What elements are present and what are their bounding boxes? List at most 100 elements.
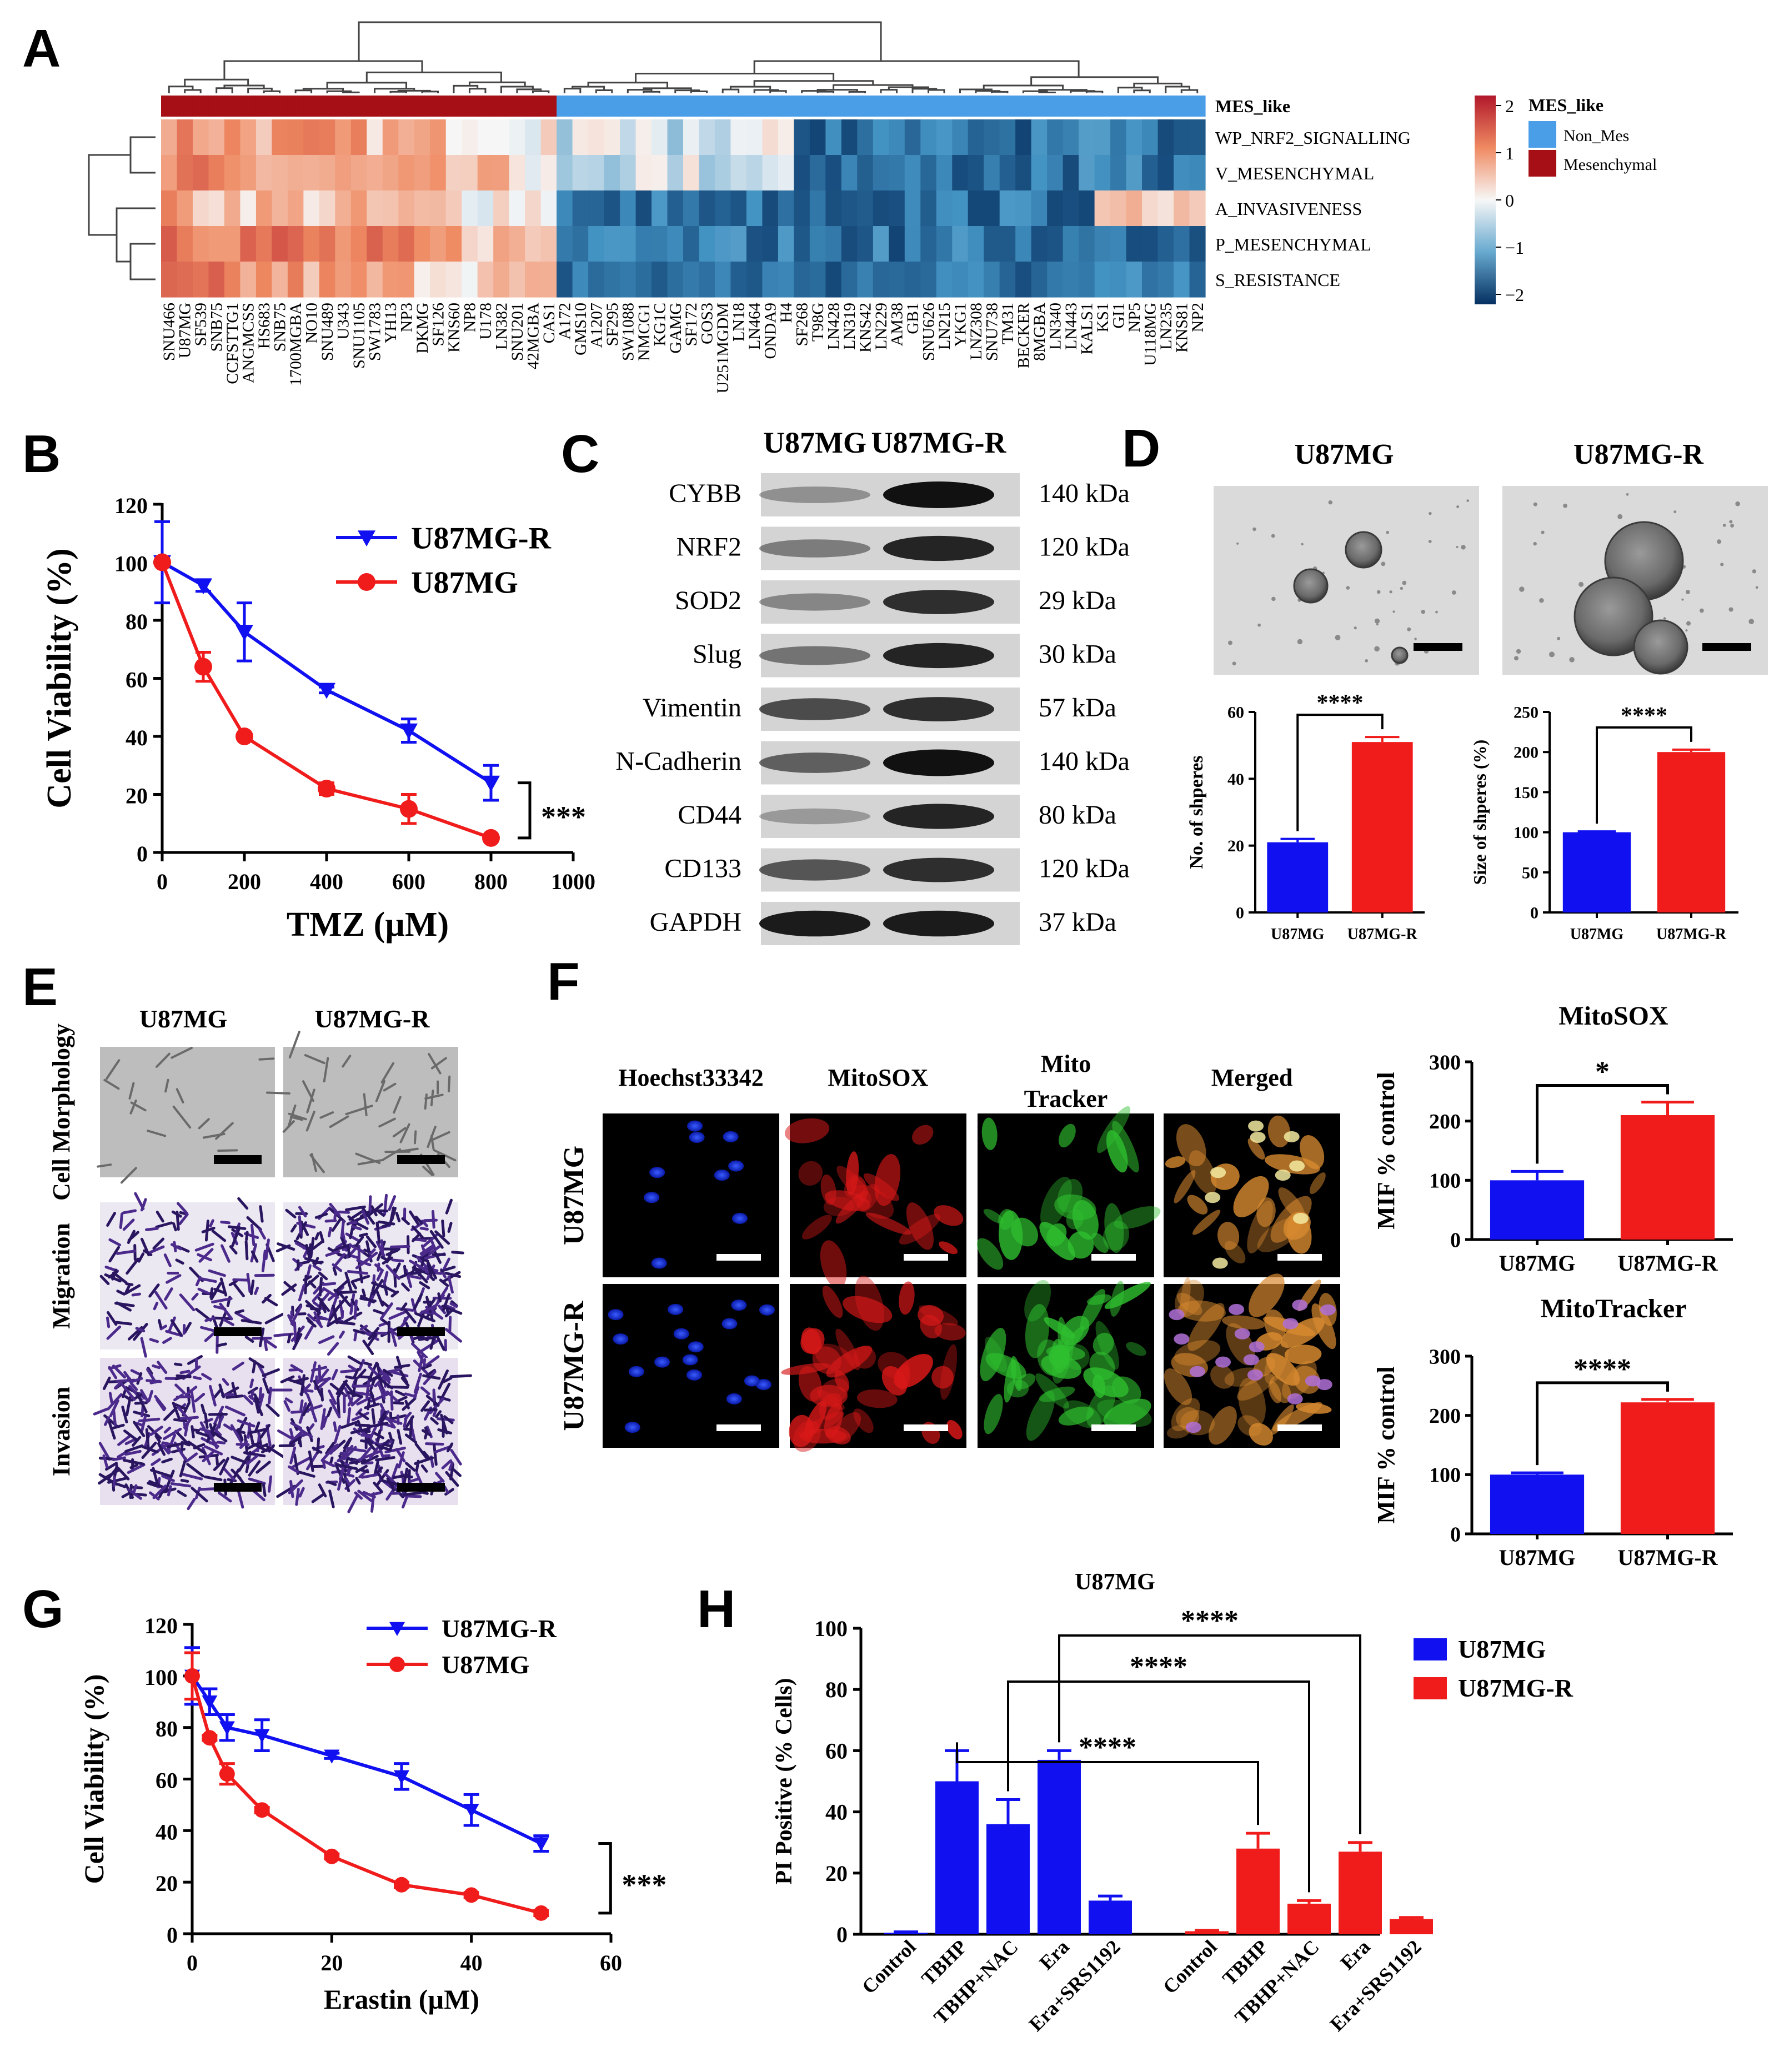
- cell-stroke: [259, 1423, 271, 1439]
- cell-stroke: [103, 1078, 120, 1090]
- cell-stroke: [230, 1456, 247, 1464]
- blot-protein-label: CD133: [664, 854, 741, 884]
- cell-stroke: [285, 1208, 297, 1218]
- cell-stroke: [166, 1274, 182, 1284]
- heatmap-column-label: 8MGBA: [1030, 303, 1049, 361]
- cell-stroke: [402, 1491, 422, 1496]
- heatmap-cell: [635, 190, 652, 227]
- cell-stroke: [217, 1441, 226, 1444]
- x-tick-label: 600: [392, 869, 425, 894]
- annotation-cell: [778, 96, 794, 117]
- heatmap-cell: [746, 262, 763, 298]
- cell-stroke: [179, 1457, 187, 1478]
- annotation-cell: [525, 96, 542, 117]
- cell-stroke: [393, 1262, 401, 1276]
- annotation-cell: [667, 96, 684, 117]
- data-point: [324, 1749, 340, 1764]
- heatmap-cell: [303, 119, 320, 155]
- cell-stroke: [109, 1399, 119, 1417]
- heatmap-column-label: AM38: [888, 303, 906, 346]
- debris-dot: [1728, 607, 1733, 612]
- bar: [1339, 1852, 1382, 1934]
- cell-stroke: [237, 1488, 244, 1509]
- heatmap-cell: [635, 119, 652, 155]
- fluorescence-image: [603, 1284, 779, 1448]
- bar: [1390, 1919, 1433, 1934]
- e-row-label: Invasion: [48, 1387, 75, 1476]
- cell-stroke: [156, 1398, 166, 1412]
- heatmap-cell: [525, 262, 542, 298]
- cell-stroke: [357, 1489, 373, 1502]
- cell-stroke: [303, 1250, 308, 1258]
- cell-stroke: [413, 1372, 423, 1394]
- cell-stroke: [390, 1207, 397, 1221]
- cell-stroke: [258, 1327, 265, 1348]
- cell-stroke: [419, 1227, 429, 1231]
- heatmap-cell: [683, 119, 700, 155]
- heatmap-column-label: GI1: [1109, 303, 1127, 329]
- cell-stroke: [430, 1090, 434, 1107]
- cell-stroke: [198, 1248, 214, 1263]
- panel-label-c: C: [561, 424, 599, 484]
- heatmap-cell: [730, 190, 747, 227]
- tumor-sphere: [1573, 576, 1653, 656]
- cell-signal: [1093, 1332, 1114, 1356]
- cell-stroke: [378, 1384, 386, 1400]
- cell-stroke: [423, 1451, 430, 1459]
- heatmap-cell: [873, 190, 889, 227]
- annotation-cell: [652, 96, 668, 117]
- cell-stroke: [343, 1438, 352, 1449]
- cell-signal: [976, 1238, 1004, 1270]
- x-axis-label: TMZ (µM): [287, 906, 449, 944]
- significance-bracket: [1596, 726, 1692, 824]
- cell-stroke: [344, 1205, 366, 1211]
- cell-stroke: [307, 1319, 317, 1328]
- heatmap-column-label: GB1: [904, 303, 922, 334]
- heatmap-cell: [841, 155, 858, 191]
- cell-stroke: [424, 1093, 428, 1110]
- debris-dot: [1563, 503, 1567, 508]
- significance-label: ****: [1317, 690, 1364, 716]
- heatmap-cell: [936, 226, 953, 262]
- cell-stroke: [322, 1282, 337, 1286]
- cell-stroke: [305, 1304, 314, 1308]
- y-tick-label: 20: [156, 1871, 178, 1896]
- blot-band: [759, 486, 870, 503]
- cell-signal: [784, 1118, 830, 1143]
- cell-stroke: [353, 1328, 366, 1335]
- y-tick-label: 250: [1514, 704, 1539, 722]
- heatmap-cell: [224, 119, 241, 155]
- data-point: [184, 1668, 200, 1684]
- cell-stroke: [388, 1310, 407, 1320]
- cell-stroke: [349, 1458, 367, 1464]
- debris-dot: [1456, 545, 1459, 549]
- cell-stroke: [351, 1275, 370, 1283]
- cell-stroke: [313, 1379, 323, 1398]
- cell-stroke: [318, 1277, 323, 1297]
- heatmap-cell: [161, 190, 178, 227]
- cell-stroke: [351, 1412, 369, 1422]
- cell-stroke: [178, 1213, 189, 1226]
- nucleus: [759, 1304, 775, 1316]
- cell-stroke: [97, 1163, 112, 1168]
- heatmap-cell: [414, 262, 430, 298]
- heatmap-cell: [1063, 262, 1079, 298]
- scale-bar: [1277, 1254, 1322, 1261]
- debris-dot: [1578, 581, 1584, 587]
- heatmap-cell: [1047, 119, 1064, 155]
- heatmap-cell: [1142, 262, 1159, 298]
- bar: [1089, 1900, 1132, 1934]
- cell-stroke: [333, 1424, 342, 1444]
- heatmap-column-label: DKMG: [413, 303, 432, 354]
- heatmap-cell: [350, 262, 367, 298]
- nucleus: [673, 1328, 689, 1339]
- cell-stroke: [221, 1244, 230, 1263]
- cell-stroke: [433, 1443, 438, 1466]
- row-dendrogram: [129, 243, 156, 280]
- cell-stroke: [202, 1449, 216, 1463]
- y-tick-label: 0: [137, 841, 148, 866]
- cell-stroke: [98, 1442, 111, 1461]
- debris-dot: [1519, 586, 1525, 592]
- cell-stroke: [191, 1425, 195, 1439]
- cell-stroke: [379, 1403, 387, 1414]
